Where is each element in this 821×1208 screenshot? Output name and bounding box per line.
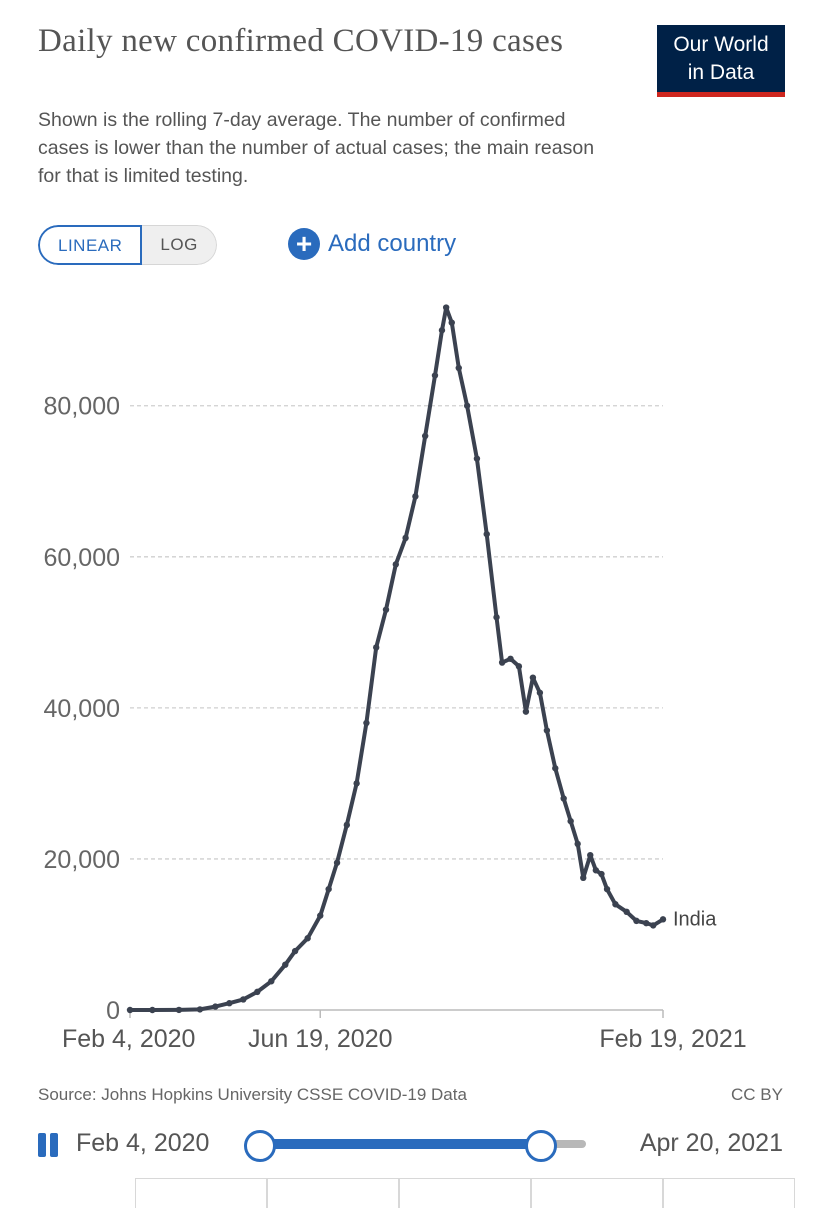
data-point (149, 1006, 156, 1014)
data-point (529, 674, 537, 681)
data-point (507, 655, 514, 662)
timeline-end-handle[interactable] (525, 1130, 557, 1162)
owid-logo[interactable]: Our World in Data (657, 25, 785, 97)
x-tick-label: Jun 19, 2020 (248, 1025, 393, 1053)
data-point (175, 1006, 183, 1014)
data-point (438, 327, 446, 334)
data-point (536, 689, 544, 696)
data-point (515, 663, 523, 670)
y-tick-label: 0 (106, 997, 120, 1025)
data-point (402, 534, 409, 542)
data-point (473, 455, 481, 462)
data-point (659, 916, 667, 923)
data-point (268, 978, 275, 985)
data-point (463, 402, 471, 409)
data-point (304, 935, 311, 942)
series-line (128, 305, 665, 1012)
data-point (598, 870, 605, 878)
add-country-label: Add country (328, 230, 457, 257)
tab-table[interactable] (399, 1178, 531, 1208)
pause-bar-icon (38, 1133, 46, 1157)
data-point (442, 304, 450, 311)
data-point (343, 821, 351, 829)
data-point (560, 795, 567, 802)
pause-button[interactable] (38, 1133, 60, 1157)
data-point (543, 727, 551, 734)
data-point (382, 606, 390, 613)
linear-scale-button[interactable]: LINEAR (38, 225, 143, 265)
data-point (592, 867, 600, 874)
chart-title: Daily new confirmed COVID-19 cases (38, 23, 564, 59)
data-point (587, 851, 594, 859)
data-point (363, 719, 370, 727)
data-point (392, 561, 400, 568)
data-point (317, 912, 324, 919)
data-point (448, 319, 455, 326)
data-point (643, 919, 650, 927)
data-point (240, 996, 247, 1003)
tab-download[interactable] (663, 1178, 795, 1208)
source-note[interactable]: Source: Johns Hopkins University CSSE CO… (38, 1085, 467, 1104)
data-point (333, 859, 341, 866)
timeline-start-handle[interactable] (244, 1130, 276, 1162)
data-point (421, 432, 429, 440)
tab-chart[interactable] (135, 1178, 267, 1208)
data-point (353, 780, 360, 787)
timeline-selection[interactable] (258, 1139, 541, 1149)
y-tick-label: 20,000 (44, 846, 120, 874)
data-point (493, 614, 500, 621)
x-tick-label: Feb 4, 2020 (62, 1025, 195, 1053)
plus-icon: + (288, 228, 320, 260)
data-point (126, 1006, 134, 1014)
data-point (603, 885, 611, 893)
data-point (254, 988, 261, 996)
tab-map[interactable] (267, 1178, 399, 1208)
logo-line-1: Our World (673, 33, 769, 56)
view-tabs (135, 1178, 795, 1208)
data-point (226, 1000, 233, 1007)
data-point (552, 765, 559, 772)
chart-subtitle: Shown is the rolling 7-day average. The … (38, 109, 595, 187)
data-point (522, 708, 530, 715)
logo-line-2: in Data (687, 61, 755, 84)
data-point (633, 917, 640, 925)
tab-sources[interactable] (531, 1178, 663, 1208)
data-point (483, 530, 490, 538)
data-point (291, 947, 299, 955)
data-point (373, 644, 380, 651)
data-point (574, 840, 581, 848)
data-point (498, 659, 506, 666)
timeline-end-label: Apr 20, 2021 (639, 1129, 783, 1157)
timeline-start-label: Feb 4, 2020 (76, 1129, 210, 1157)
data-point (325, 885, 332, 893)
license-link[interactable]: CC BY (731, 1085, 783, 1104)
scale-toggle: LINEAR LOG (38, 225, 217, 265)
x-tick-label: Feb 19, 2021 (599, 1025, 746, 1053)
data-point (567, 817, 574, 825)
data-point (212, 1003, 219, 1010)
add-country-button[interactable]: + Add country (288, 227, 456, 261)
y-tick-label: 60,000 (44, 544, 120, 572)
series-end-label: India (673, 908, 717, 930)
timeline: Feb 4, 2020 Apr 20, 2021 (0, 1120, 821, 1170)
y-tick-label: 40,000 (44, 695, 120, 723)
y-tick-label: 80,000 (44, 393, 120, 421)
data-point (282, 961, 289, 968)
data-point (431, 372, 439, 379)
data-point (623, 908, 630, 916)
line-chart: 0 20,000 40,000 60,000 80,000 Feb 4, 2020 Jun … (44, 304, 747, 1053)
data-point (612, 901, 619, 908)
data-point (196, 1006, 204, 1013)
data-point (650, 922, 657, 929)
data-point (580, 874, 587, 882)
data-point (412, 493, 419, 500)
log-scale-button[interactable]: LOG (142, 225, 217, 265)
pause-bar-icon (50, 1133, 58, 1157)
data-point (455, 364, 462, 372)
